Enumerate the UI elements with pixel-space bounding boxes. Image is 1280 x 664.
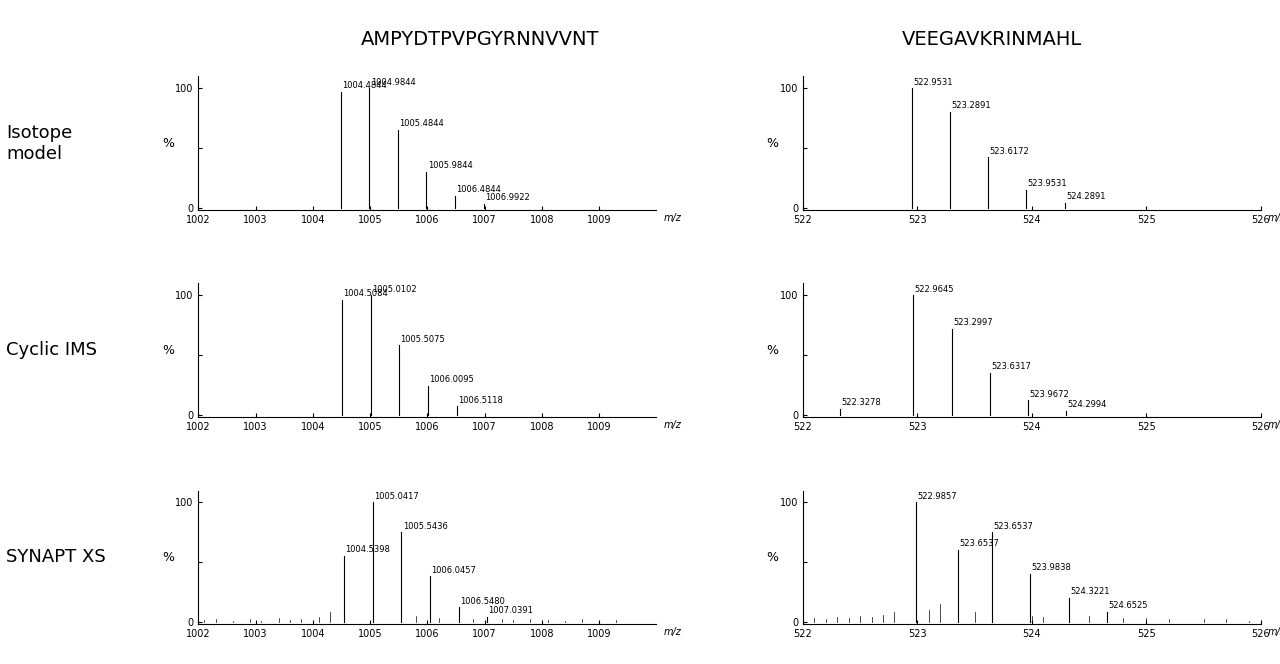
- Text: m/z: m/z: [1267, 627, 1280, 637]
- Text: 524.2994: 524.2994: [1068, 400, 1107, 409]
- Text: 1004.5084: 1004.5084: [343, 290, 388, 298]
- Y-axis label: %: %: [767, 137, 778, 149]
- Text: 1005.0102: 1005.0102: [372, 285, 417, 293]
- Text: 523.9531: 523.9531: [1028, 179, 1068, 188]
- Text: Isotope
model: Isotope model: [6, 124, 73, 163]
- Text: 523.6317: 523.6317: [991, 362, 1030, 371]
- Text: 1006.0095: 1006.0095: [429, 375, 474, 384]
- Text: 1005.5436: 1005.5436: [403, 521, 448, 531]
- Text: 1006.9922: 1006.9922: [485, 193, 530, 203]
- Text: Cyclic IMS: Cyclic IMS: [6, 341, 97, 359]
- Y-axis label: %: %: [163, 137, 174, 149]
- Text: m/z: m/z: [663, 420, 681, 430]
- Text: m/z: m/z: [1267, 212, 1280, 222]
- Text: 1004.9844: 1004.9844: [371, 78, 415, 86]
- Text: 1005.0417: 1005.0417: [374, 491, 419, 501]
- Text: VEEGAVKRINMAHL: VEEGAVKRINMAHL: [902, 30, 1082, 49]
- Text: m/z: m/z: [663, 212, 681, 222]
- Text: 1005.4844: 1005.4844: [399, 120, 444, 128]
- Text: m/z: m/z: [663, 627, 681, 637]
- Y-axis label: %: %: [767, 551, 778, 564]
- Text: 1006.4844: 1006.4844: [457, 185, 502, 194]
- Text: 523.6537: 523.6537: [993, 521, 1033, 531]
- Text: m/z: m/z: [1267, 420, 1280, 430]
- Text: 1005.9844: 1005.9844: [428, 161, 472, 170]
- Text: 522.3278: 522.3278: [842, 398, 882, 407]
- Y-axis label: %: %: [163, 551, 174, 564]
- Y-axis label: %: %: [767, 344, 778, 357]
- Text: AMPYDTPVPGYRNNVVNT: AMPYDTPVPGYRNNVVNT: [361, 30, 599, 49]
- Text: 522.9857: 522.9857: [916, 491, 956, 501]
- Text: 523.9838: 523.9838: [1032, 563, 1071, 572]
- Text: 523.9672: 523.9672: [1029, 390, 1069, 398]
- Text: 523.6537: 523.6537: [959, 539, 1000, 548]
- Text: SYNAPT XS: SYNAPT XS: [6, 548, 106, 566]
- Text: 523.6172: 523.6172: [989, 147, 1029, 155]
- Text: 1005.5075: 1005.5075: [401, 335, 445, 344]
- Text: 523.2891: 523.2891: [952, 102, 992, 110]
- Y-axis label: %: %: [163, 344, 174, 357]
- Text: 524.6525: 524.6525: [1108, 602, 1147, 610]
- Text: 1006.5480: 1006.5480: [460, 597, 506, 606]
- Text: 522.9645: 522.9645: [915, 285, 954, 293]
- Text: 1004.5398: 1004.5398: [346, 545, 390, 554]
- Text: 523.2997: 523.2997: [954, 318, 993, 327]
- Text: 522.9531: 522.9531: [914, 78, 952, 86]
- Text: 524.2891: 524.2891: [1066, 192, 1106, 201]
- Text: 1007.0391: 1007.0391: [488, 606, 532, 616]
- Text: 1006.5118: 1006.5118: [458, 396, 503, 404]
- Text: 524.3221: 524.3221: [1070, 587, 1110, 596]
- Text: 1006.0457: 1006.0457: [431, 566, 476, 574]
- Text: 1004.4844: 1004.4844: [342, 81, 387, 90]
